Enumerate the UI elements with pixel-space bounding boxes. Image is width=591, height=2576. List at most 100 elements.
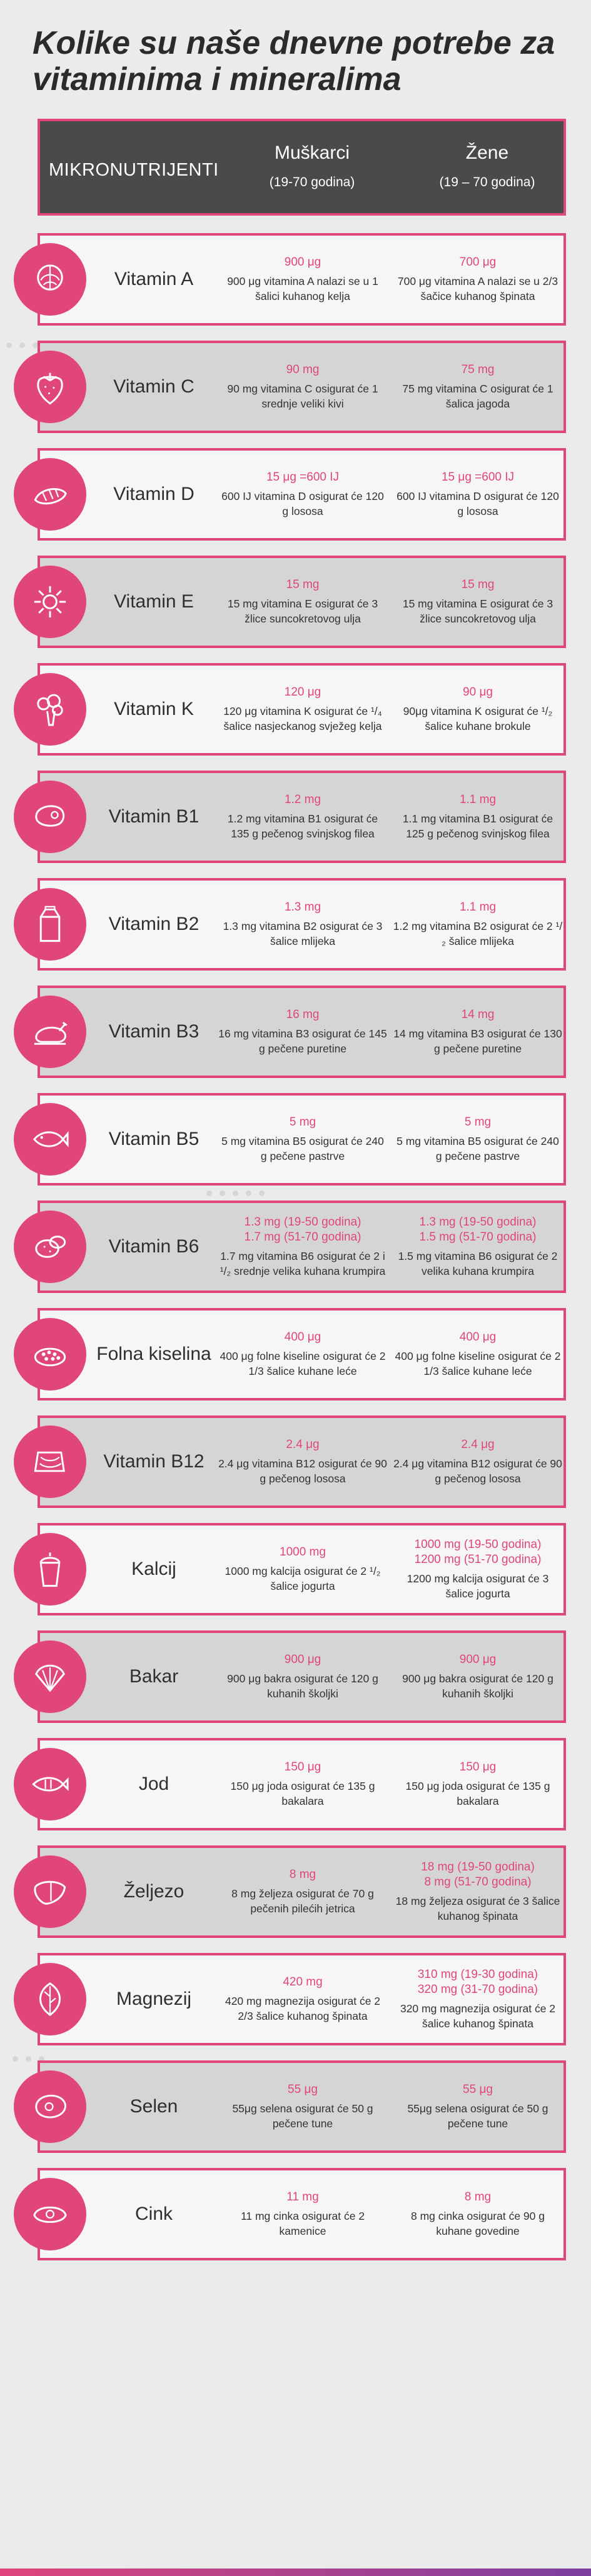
men-amount: 16 mg — [286, 1008, 320, 1021]
salmon-icon — [34, 488, 67, 505]
women-amount: 14 mg — [461, 1008, 495, 1021]
cabbage-icon — [37, 264, 63, 291]
shell-icon-circle — [14, 1640, 86, 1713]
men-cell: 1.3 mg (19-50 godina) 1.7 mg (51-70 godi… — [215, 1203, 390, 1290]
nutrient-row-vitamin-b5: Vitamin B5 5 mg 5 mg vitamina B5 osigurat … — [14, 1093, 566, 1186]
men-description: 1000 mg kalcija osigurat će 2 ¹/₂ šalice… — [225, 1565, 381, 1592]
sunflower-icon-circle — [14, 566, 86, 638]
women-cell: 8 mg 8 mg cinka osigurat će 90 g kuhane g… — [390, 2170, 565, 2258]
yogurt-icon — [39, 1552, 61, 1587]
nutrient-row-vitamin-a: Vitamin A 900 μg 900 μg vitamina A nalazi … — [14, 233, 566, 326]
liver-icon-circle — [14, 1855, 86, 1928]
men-description: 900 μg bakra osigurat će 120 g kuhanih š… — [227, 1672, 378, 1700]
women-amount: 18 mg (19-50 godina) 8 mg (51-70 godina) — [421, 1860, 535, 1889]
nutrient-row-jod: Jod 150 μg 150 μg joda osigurat će 135 g b… — [14, 1738, 566, 1830]
men-description: 400 μg folne kiseline osigurat će 2 1/3 … — [220, 1350, 386, 1377]
nutrient-row-magnezij: Magnezij 420 mg 420 mg magnezija osigurat … — [14, 1953, 566, 2045]
women-amount: 2.4 μg — [461, 1438, 495, 1451]
women-description: 600 IJ vitamina D osigurat će 120 g loso… — [397, 490, 559, 517]
women-amount: 5 mg — [464, 1116, 492, 1129]
men-amount: 1.3 mg — [284, 901, 321, 914]
men-cell: 16 mg 16 mg vitamina B3 osigurat će 145 g… — [215, 988, 390, 1076]
men-description: 90 mg vitamina C osigurat će 1 srednje v… — [227, 382, 378, 410]
cod-fish-icon — [32, 1777, 69, 1792]
steak-icon-circle — [14, 781, 86, 853]
men-amount: 15 mg — [286, 578, 320, 591]
header-men: Muškarci (19-70 godina) — [250, 142, 375, 190]
men-amount: 150 μg — [284, 1760, 321, 1774]
broccoli-icon-circle — [14, 673, 86, 746]
women-amount: 400 μg — [459, 1330, 497, 1344]
nutrient-row-folna-kiselina: Folna kiselina 400 μg 400 μg folne kiselin… — [14, 1308, 566, 1400]
spinach-icon-circle — [14, 1963, 86, 2035]
cabbage-icon-circle — [14, 243, 86, 316]
decorative-dots — [206, 1191, 265, 1196]
women-cell: 15 μg =600 IJ 600 IJ vitamina D osigurat … — [390, 451, 565, 538]
nutrient-row-bakar: Bakar 900 μg 900 μg bakra osigurat će 120 … — [14, 1630, 566, 1723]
men-cell: 1.3 mg 1.3 mg vitamina B2 osigurat će 3 š… — [215, 881, 390, 968]
women-cell: 14 mg 14 mg vitamina B3 osigurat će 130 g… — [390, 988, 565, 1076]
men-description: 600 IJ vitamina D osigurat će 120 g loso… — [221, 490, 384, 517]
women-description: 2.4 μg vitamina B12 osigurat će 90 g peč… — [393, 1457, 562, 1485]
nutrient-row--eljezo: Željezo 8 mg 8 mg željeza osigurat će 70 g… — [14, 1845, 566, 1938]
men-amount: 2.4 μg — [286, 1438, 320, 1451]
men-amount: 400 μg — [284, 1330, 321, 1344]
nutrient-row-vitamin-b2: Vitamin B2 1.3 mg 1.3 mg vitamina B2 osigu… — [14, 878, 566, 971]
nutrient-row-vitamin-b3: Vitamin B3 16 mg 16 mg vitamina B3 osigura… — [14, 986, 566, 1078]
milk-carton-icon — [39, 906, 61, 942]
women-cell: 700 μg 700 μg vitamina A nalazi se u 2/3 … — [390, 236, 565, 323]
bottom-gradient-bar — [0, 2569, 591, 2576]
men-description: 15 mg vitamina E osigurat će 3 žlice sun… — [227, 597, 378, 625]
strawberry-icon — [37, 372, 63, 405]
men-description: 120 μg vitamina K osigurat će ¹/₄ šalice… — [223, 705, 382, 732]
women-cell: 90 μg 90μg vitamina K osigurat će ¹/₂ šal… — [390, 666, 565, 753]
fish-icon-circle — [14, 1103, 86, 1176]
liver-icon — [34, 1880, 66, 1905]
nutrient-name: Folna kiselina — [96, 1344, 211, 1364]
women-description: 700 μg vitamina A nalazi se u 2/3 šačice… — [397, 275, 558, 302]
men-amount: 900 μg — [284, 256, 321, 269]
women-description: 1.1 mg vitamina B1 osigurat će 125 g peč… — [402, 812, 553, 840]
nutrient-row-vitamin-e: Vitamin E 15 mg 15 mg vitamina E osigurat … — [14, 556, 566, 648]
nutrient-row-selen: Selen 55 μg 55μg selena osigurat će 50 g p… — [14, 2060, 566, 2153]
men-amount: 55 μg — [288, 2083, 318, 2096]
men-amount: 90 mg — [286, 363, 320, 376]
women-amount: 1.1 mg — [459, 793, 497, 806]
women-cell: 1.1 mg 1.1 mg vitamina B1 osigurat će 125… — [390, 773, 565, 861]
men-cell: 5 mg 5 mg vitamina B5 osigurat će 240 g p… — [215, 1096, 390, 1183]
men-cell: 1000 mg 1000 mg kalcija osigurat će 2 ¹/₂… — [215, 1525, 390, 1613]
men-description: 420 mg magnezija osigurat će 2 2/3 šalic… — [225, 1995, 381, 2022]
header-men-age: (19-70 godina) — [269, 175, 355, 189]
lentils-icon — [34, 1347, 66, 1367]
nutrient-row-vitamin-b1: Vitamin B1 1.2 mg 1.2 mg vitamina B1 osigu… — [14, 771, 566, 863]
potato-icon — [35, 1236, 66, 1258]
men-amount: 5 mg — [289, 1116, 316, 1129]
nutrient-name: Vitamin D — [113, 484, 194, 504]
nutrient-name: Vitamin B6 — [108, 1236, 200, 1257]
nutrient-row-vitamin-d: Vitamin D 15 μg =600 IJ 600 IJ vitamina D … — [14, 448, 566, 541]
women-description: 400 μg folne kiseline osigurat će 2 1/3 … — [395, 1350, 561, 1377]
women-cell: 18 mg (19-50 godina) 8 mg (51-70 godina)… — [390, 1848, 565, 1935]
shell-icon — [35, 1664, 65, 1692]
salmon-icon-circle — [14, 458, 86, 531]
cod-fish-icon-circle — [14, 1748, 86, 1820]
nutrient-name: Kalcij — [131, 1559, 176, 1579]
men-cell: 15 μg =600 IJ 600 IJ vitamina D osigurat … — [215, 451, 390, 538]
nutrient-row-vitamin-k: Vitamin K 120 μg 120 μg vitamina K osigura… — [14, 663, 566, 756]
decorative-dots — [6, 342, 38, 348]
nutrient-name: Selen — [129, 2096, 178, 2117]
men-cell: 900 μg 900 μg vitamina A nalazi se u 1 ša… — [215, 236, 390, 323]
women-description: 900 μg bakra osigurat će 120 g kuhanih š… — [402, 1672, 553, 1700]
nutrient-name: Vitamin K — [114, 699, 194, 719]
page-title: Kolike su naše dnevne potrebe za vitamin… — [33, 25, 555, 97]
oyster-icon — [33, 2206, 67, 2223]
women-amount: 75 mg — [461, 363, 495, 376]
nutrient-name: Vitamin C — [113, 376, 194, 397]
women-amount: 8 mg — [464, 2190, 492, 2204]
nutrient-row-vitamin-b6: Vitamin B6 1.3 mg (19-50 godina) 1.7 mg (… — [14, 1201, 566, 1293]
lentils-icon-circle — [14, 1318, 86, 1390]
women-description: 320 mg magnezija osigurat će 2 šalice ku… — [400, 2002, 556, 2030]
women-description: 150 μg joda osigurat će 135 g bakalara — [405, 1780, 550, 1807]
women-description: 14 mg vitamina B3 osigurat će 130 g peče… — [393, 1027, 562, 1055]
men-amount: 1.3 mg (19-50 godina) 1.7 mg (51-70 godi… — [244, 1216, 361, 1244]
